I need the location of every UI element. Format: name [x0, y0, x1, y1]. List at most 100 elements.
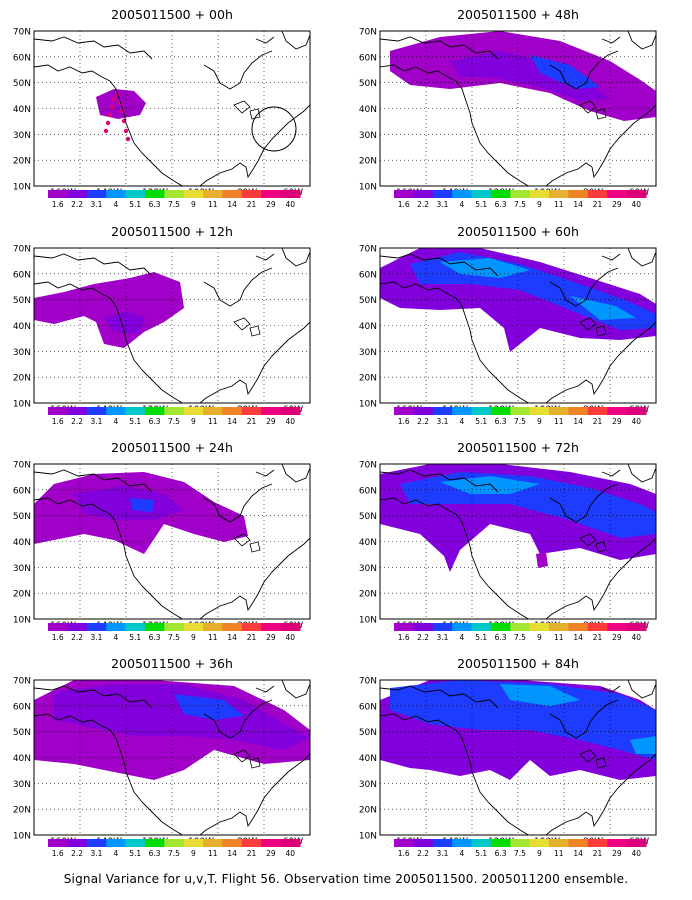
colorbar-swatch: [222, 407, 243, 415]
colorbar-swatch: [86, 623, 107, 631]
colorbar-swatch: [587, 623, 608, 631]
colorbar-swatch: [125, 190, 146, 198]
contour-region: [174, 694, 244, 720]
figure-caption: Signal Variance for u,v,T. Flight 56. Ob…: [63, 872, 629, 886]
lat-label: 30N: [13, 780, 31, 790]
colorbar-label: 9: [191, 417, 196, 426]
lat-label: 40N: [13, 322, 31, 332]
colorbar-label: 3.1: [90, 200, 102, 209]
colorbar-label: 4: [459, 417, 464, 426]
contour-region: [34, 272, 184, 348]
colorbar-swatch: [413, 190, 434, 198]
colorbar-label: 11: [208, 417, 218, 426]
colorbar-label: 11: [554, 849, 564, 858]
colorbar-swatch: [48, 623, 68, 631]
colorbar-label: 6.3: [149, 633, 161, 642]
colorbar-swatch: [529, 839, 550, 847]
colorbar-swatch: [67, 407, 88, 415]
colorbar-label: 40: [286, 417, 296, 426]
colorbar-swatch: [529, 407, 550, 415]
colorbar-label: 6.3: [495, 633, 507, 642]
colorbar-swatch: [203, 839, 223, 847]
lat-label: 20N: [359, 157, 377, 167]
colorbar-swatch: [125, 623, 146, 631]
lat-label: 60N: [359, 702, 377, 712]
contour-region: [440, 258, 530, 278]
colorbar-swatch: [280, 407, 301, 415]
lat-label: 60N: [359, 53, 377, 63]
colorbar-swatch: [144, 190, 165, 198]
colorbar-swatch: [432, 623, 453, 631]
contour-region: [130, 498, 154, 512]
colorbar-label: 2.2: [417, 200, 429, 209]
lat-label: 50N: [13, 79, 31, 89]
colorbar-swatch: [86, 190, 107, 198]
colorbar-swatch: [67, 190, 88, 198]
observation-point: [111, 96, 117, 102]
colorbar-label: 5.1: [475, 849, 487, 858]
colorbar-swatch: [549, 407, 569, 415]
colorbar-label: 40: [632, 200, 642, 209]
colorbar-swatch: [452, 190, 473, 198]
lat-label: 50N: [359, 512, 377, 522]
colorbar-swatch: [432, 839, 453, 847]
colorbar-label: 11: [208, 849, 218, 858]
colorbar-label: 1.6: [398, 200, 410, 209]
panel-title: 2005011500 + 60h: [457, 224, 579, 239]
lat-label: 70N: [359, 677, 377, 687]
lat-label: 70N: [359, 28, 377, 38]
colorbar-swatch: [471, 839, 492, 847]
colorbar-label: 14: [573, 633, 583, 642]
colorbar: 1.6 2.2 3.1 4 5.1 6.3 7.5 9 11 14 21 29 40: [48, 623, 301, 642]
colorbar-label: 4: [459, 849, 464, 858]
colorbar-swatch: [144, 839, 165, 847]
colorbar-swatch: [164, 623, 185, 631]
colorbar-label: 14: [227, 849, 237, 858]
colorbar-label: 9: [537, 417, 542, 426]
colorbar-swatch: [413, 839, 434, 847]
colorbar-label: 21: [593, 417, 603, 426]
colorbar-label: 4: [459, 200, 464, 209]
colorbar-label: 40: [286, 849, 296, 858]
colorbar-swatch: [241, 407, 262, 415]
panel-title: 2005011500 + 00h: [111, 7, 233, 22]
panel-title: 2005011500 + 48h: [457, 7, 579, 22]
colorbar-swatch: [432, 190, 453, 198]
colorbar-label: 29: [266, 417, 276, 426]
colorbar-label: 1.6: [398, 633, 410, 642]
colorbar-swatch: [471, 190, 492, 198]
colorbar-swatch: [261, 407, 282, 415]
lat-label: 30N: [13, 564, 31, 574]
colorbar: 1.6 2.2 3.1 4 5.1 6.3 7.5 9 11 14 21 29 40: [394, 839, 647, 858]
lat-label: 70N: [13, 677, 31, 687]
colorbar: 1.6 2.2 3.1 4 5.1 6.3 7.5 9 11 14 21 29 40: [394, 190, 647, 209]
lat-label: 40N: [359, 105, 377, 115]
colorbar: 1.6 2.2 3.1 4 5.1 6.3 7.5 9 11 14 21 29 40: [48, 839, 301, 858]
colorbar-label: 7.5: [168, 200, 180, 209]
lat-label: 60N: [13, 53, 31, 63]
map-frame: [33, 247, 311, 404]
colorbar-swatch: [568, 839, 589, 847]
colorbar-swatch: [587, 407, 608, 415]
lat-label: 40N: [13, 105, 31, 115]
colorbar-label: 21: [247, 417, 257, 426]
lat-label: 20N: [359, 590, 377, 600]
colorbar-swatch: [432, 407, 453, 415]
colorbar-label: 21: [247, 633, 257, 642]
panel-title: 2005011500 + 12h: [111, 224, 233, 239]
colorbar-swatch: [626, 623, 647, 631]
colorbar: 1.6 2.2 3.1 4 5.1 6.3 7.5 9 11 14 21 29 40: [394, 407, 647, 426]
colorbar-swatch: [48, 407, 68, 415]
colorbar-swatch: [394, 839, 414, 847]
contour-region: [536, 552, 548, 568]
colorbar-swatch: [203, 623, 223, 631]
colorbar-swatch: [568, 407, 589, 415]
colorbar-label: 5.1: [475, 417, 487, 426]
contour-region: [530, 55, 600, 89]
lat-label: 40N: [13, 754, 31, 764]
colorbar-swatch: [125, 407, 146, 415]
colorbar-label: 2.2: [417, 849, 429, 858]
lat-label: 20N: [13, 806, 31, 816]
colorbar-label: 14: [227, 417, 237, 426]
